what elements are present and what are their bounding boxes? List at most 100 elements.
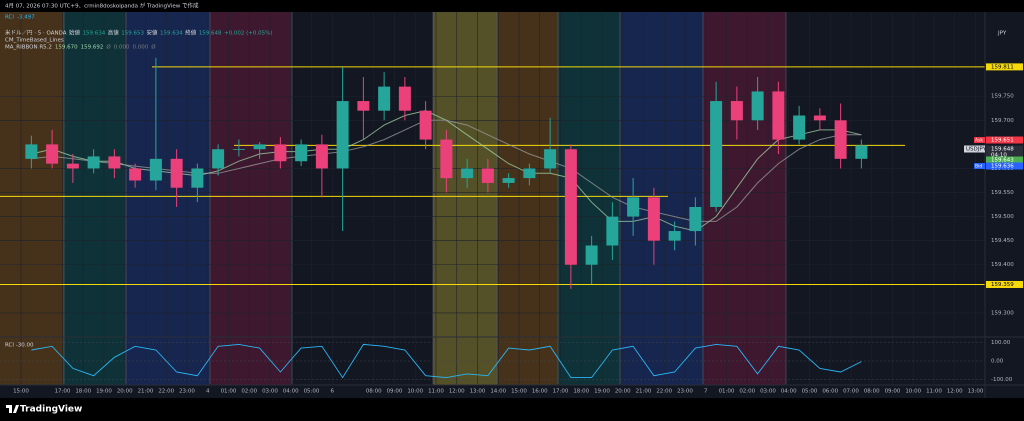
legend-ohlc-label: 始値 [69,29,81,37]
x-tick-label: 21:00 [636,389,652,395]
candle-body [357,101,370,111]
legend-ribbon-value: Ø [106,44,111,51]
horizontal-line-label: 159.811 [991,64,1014,70]
legend-ohlc-value: 159.634 [160,31,183,37]
x-tick-label: 09:00 [387,389,403,395]
chart-area [0,12,1024,398]
x-tick-label: 03:00 [760,389,776,395]
session-band [210,12,292,385]
candle-body [129,168,142,181]
x-tick-label: 12:00 [449,389,465,395]
price-tag-bg [964,145,985,153]
legend-ribbon-value: 0.000 [114,45,130,51]
axis-unit: JPY [997,31,1007,37]
x-tick-label: 02:00 [241,389,257,395]
legend-ribbon-value: 159.670 [55,45,78,51]
candle-body [647,197,660,241]
x-tick-label: 07:00 [843,389,859,395]
x-tick-label: 16:00 [532,389,548,395]
rci-tick-label: -100.00 [991,377,1013,383]
candle-body [564,149,577,265]
candle-body [751,91,764,121]
candle-body [378,86,391,111]
candle-body [606,216,619,246]
y-tick-label: 159.550 [991,190,1014,196]
ma-line [31,119,862,222]
x-tick-label: 06:00 [822,389,838,395]
rci-pane-label: RCI -30.00 [5,343,34,349]
candle-body [191,168,204,188]
x-tick-label: 17:00 [553,389,569,395]
session-band [497,12,558,385]
x-tick-label: 14:00 [490,389,506,395]
candle-body [87,156,100,169]
x-tick-label: 09:00 [885,389,901,395]
candle-body [627,197,640,217]
x-tick-label: 10:00 [407,389,423,395]
candle-body [232,149,245,151]
price-label: 159.648 [991,147,1014,153]
price-label-bg [986,136,1023,144]
x-tick-label: 12:00 [947,389,963,395]
x-tick-label: 01:00 [719,389,735,395]
x-tick-label: 6 [331,389,335,395]
legend-ribbon: MA_RIBBON R5.2 [5,45,52,51]
candle-body [813,115,826,121]
x-tick-label: 13:00 [470,389,486,395]
session-band [433,12,497,385]
x-tick-label: 11:00 [428,389,444,395]
session-band [126,12,210,385]
y-tick-label: 159.450 [991,238,1014,244]
top-indicator-value: -3.497 [17,15,35,21]
candle-body [523,168,536,179]
candle-body [295,144,308,162]
rci-tick-label: 100.00 [991,340,1011,346]
logo-icon [6,405,19,413]
legend-ribbon-value: 159.692 [81,45,104,51]
candle-body [398,86,411,111]
legend-symbol: 米ドル／円 · 5 · OANDA [5,29,67,37]
price-label: 159.651 [991,138,1014,144]
legend-ribbon-value: 0.000 [133,45,149,51]
x-tick-label: 13:00 [968,389,984,395]
candle-body [25,144,38,159]
price-label: 159.636 [991,164,1014,170]
x-tick-label: 01:00 [221,389,237,395]
candle-body [274,144,287,162]
candle-body [461,168,474,179]
x-tick-label: 19:00 [594,389,610,395]
candle-body [834,120,847,159]
y-tick-label: 159.750 [991,94,1014,100]
x-tick-label: 20:00 [615,389,631,395]
x-tick-label: 05:00 [304,389,320,395]
price-label-timer: 04:10 [991,153,1007,159]
price-label-bg [986,145,1023,159]
horizontal-line-label-bg [986,63,1023,71]
price-tag: USDJPY [966,147,987,153]
x-tick-label: 11:00 [926,389,942,395]
price-label-bg [986,156,1023,164]
rci-tick-label: 0.00 [991,359,1004,365]
x-tick-label: 22:00 [656,389,672,395]
candle-body [253,144,266,150]
horizontal-line-label-bg [986,280,1023,288]
candle-body [544,149,557,169]
legend-ohlc-value: 159.653 [121,31,144,37]
x-tick-label: 02:00 [739,389,755,395]
y-tick-label: 159.400 [991,262,1014,268]
legend-ohlc-value: 159.634 [83,31,106,37]
candle-body [710,101,723,207]
candle-body [481,168,494,183]
candle-body [419,110,432,140]
candle-body [772,91,785,140]
price-label-bg [986,162,1023,170]
candle-body [46,144,59,164]
candle-body [689,206,702,232]
candle-body [212,149,225,169]
x-tick-label: 22:00 [158,389,174,395]
session-band [0,12,64,385]
x-tick-label: 05:00 [802,389,818,395]
price-tag: Ask [975,138,983,144]
y-tick-label: 159.500 [991,214,1014,220]
